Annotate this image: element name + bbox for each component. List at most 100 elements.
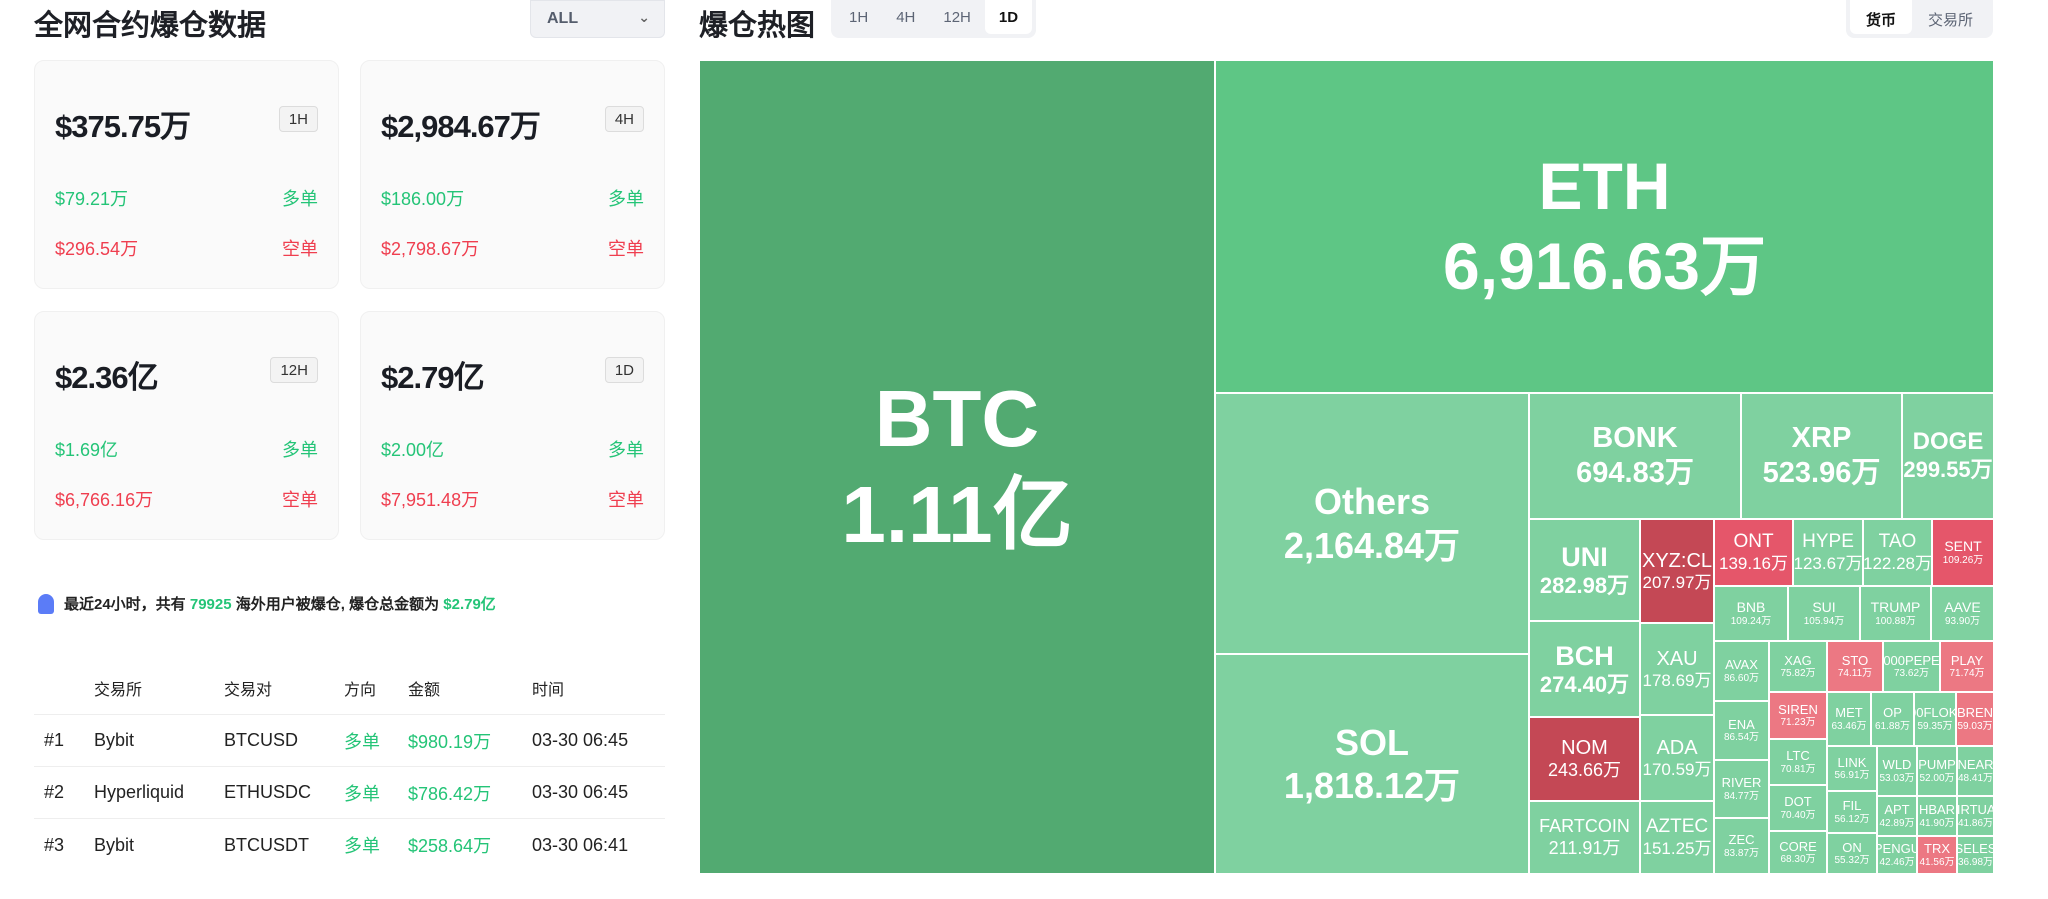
cell-name: XRP xyxy=(1791,422,1852,455)
heatmap-cell-pump[interactable]: PUMP 52.00万 xyxy=(1917,746,1957,796)
tab-1h[interactable]: 1H xyxy=(849,9,869,26)
heatmap-cell-play[interactable]: PLAY 71.74万 xyxy=(1940,641,1994,692)
cell-value: 53.03万 xyxy=(1879,772,1915,784)
heatmap-cell-xyzcl[interactable]: XYZ:CL 207.97万 xyxy=(1640,519,1714,623)
exchange-filter-dropdown[interactable]: ALL ⌄ xyxy=(530,0,665,38)
cell-name: HYPE xyxy=(1802,530,1854,552)
heatmap-cell-virtual[interactable]: VIRTUAL41.86万 xyxy=(1957,796,1994,836)
cell: 多单 xyxy=(344,731,380,752)
tab-4h[interactable]: 4H xyxy=(896,9,916,26)
cell: $980.19万 xyxy=(408,731,492,752)
heatmap-cell-bren[interactable]: BREN 59.03万 xyxy=(1956,692,1994,746)
heatmap-cell-sol[interactable]: SOL 1,818.12万 xyxy=(1215,654,1529,874)
cell-name: BCH xyxy=(1555,640,1614,671)
cell-value: 151.25万 xyxy=(1642,838,1712,858)
heatmap-cell-ltc[interactable]: LTC 70.81万 xyxy=(1769,739,1827,785)
heatmap-cell-nom[interactable]: NOM 243.66万 xyxy=(1529,717,1640,801)
heatmap-cell-ada[interactable]: ADA 170.59万 xyxy=(1640,715,1714,801)
cell-name: FARTCOIN xyxy=(1539,815,1630,836)
heatmap-cell-ena[interactable]: ENA 86.54万 xyxy=(1714,701,1769,760)
tab-12h[interactable]: 12H xyxy=(943,9,971,26)
cell: 交易对 xyxy=(224,682,273,699)
heatmap-cell-hype[interactable]: HYPE 123.67万 xyxy=(1793,519,1863,586)
cell: $786.42万 xyxy=(408,783,492,804)
heatmap-cell-tao[interactable]: TAO 122.28万 xyxy=(1863,519,1932,586)
cell-value: 75.82万 xyxy=(1780,668,1816,680)
total-value: $2.79亿 xyxy=(381,360,485,395)
heatmap-cell-hbar[interactable]: HBAR 41.90万 xyxy=(1917,796,1957,836)
short-value: $7,951.48万 xyxy=(381,490,480,510)
cell-name: SENT xyxy=(1944,538,1982,555)
cell-value: 109.24万 xyxy=(1730,615,1772,627)
heatmap-cell-river[interactable]: RIVER 84.77万 xyxy=(1714,760,1769,818)
period-badge: 1D xyxy=(604,357,644,383)
view-tab-0[interactable]: 货币 xyxy=(1850,0,1913,34)
heatmap-cell-xrp[interactable]: XRP 523.96万 xyxy=(1741,393,1902,519)
cell-value: 123.67万 xyxy=(1793,553,1863,573)
cell-name: XAG xyxy=(1784,652,1812,668)
table-row[interactable]: #3 Bybit BTCUSDT 多单 $258.64万 03-30 06:41 xyxy=(34,819,665,871)
table-row[interactable]: #1 Bybit BTCUSD 多单 $980.19万 03-30 06:45 xyxy=(34,715,665,767)
heatmap-cell-zec[interactable]: ZEC 83.87万 xyxy=(1714,818,1769,874)
heatmap-cell-uni[interactable]: UNI 282.98万 xyxy=(1529,519,1640,621)
liquidation-card-1d: $2.79亿 1D $2.00亿 多单 $7,951.48万 空单 xyxy=(360,311,665,540)
short-value: $296.54万 xyxy=(55,239,139,259)
cell-value: 93.90万 xyxy=(1944,615,1981,627)
heatmap-cell-xau[interactable]: XAU 178.69万 xyxy=(1640,623,1714,715)
heatmap-cell-pengu[interactable]: PENGU42.46万 xyxy=(1877,836,1917,874)
heatmap-cell-fil[interactable]: FIL 56.12万 xyxy=(1827,791,1877,833)
cell-name: BNB xyxy=(1736,599,1766,616)
heatmap-cell-link[interactable]: LINK 56.91万 xyxy=(1827,746,1877,791)
heatmap-cell-seles[interactable]: SELES36.98万 xyxy=(1957,836,1994,874)
heatmap-cell-fartcoin[interactable]: FARTCOIN 211.91万 xyxy=(1529,801,1640,874)
short-value: $2,798.67万 xyxy=(381,239,480,259)
cell-name: SIREN xyxy=(1778,701,1818,717)
cell-name: AAVE xyxy=(1944,599,1981,616)
table-header: 交易所 交易对 方向 金额 时间 xyxy=(34,662,665,715)
heatmap-cell-core[interactable]: CORE 68.30万 xyxy=(1769,831,1827,874)
heatmap-cell-sent[interactable]: SENT 109.26万 xyxy=(1932,519,1994,586)
heatmap-cell-near[interactable]: NEAR 48.41万 xyxy=(1957,746,1994,796)
cell-value: 109.26万 xyxy=(1942,554,1984,566)
heatmap-cell-met[interactable]: MET 63.46万 xyxy=(1827,692,1871,746)
tab-1d[interactable]: 1D xyxy=(984,0,1033,34)
heatmap-cell-xag[interactable]: XAG 75.82万 xyxy=(1769,641,1827,692)
cell-value: 523.96万 xyxy=(1762,457,1881,489)
heatmap-cell-aave[interactable]: AAVE 93.90万 xyxy=(1931,586,1994,641)
view-toggle: 货币 交易所 xyxy=(1846,0,1994,38)
heatmap-cell-aztec[interactable]: AZTEC 151.25万 xyxy=(1640,801,1714,874)
long-value: $79.21万 xyxy=(55,189,129,209)
heatmap-cell-siren[interactable]: SIREN 71.23万 xyxy=(1769,692,1827,739)
heatmap-cell-bch[interactable]: BCH 274.40万 xyxy=(1529,621,1640,717)
cell-value: 243.66万 xyxy=(1547,760,1622,781)
view-tab-1[interactable]: 交易所 xyxy=(1928,12,1974,29)
heatmap-cell-ont[interactable]: ONT 139.16万 xyxy=(1714,519,1793,586)
heatmap-cell-bnb[interactable]: BNB 109.24万 xyxy=(1714,586,1788,641)
heatmap-cell-btc[interactable]: BTC 1.11亿 xyxy=(699,60,1215,874)
heatmap-cell-trx[interactable]: TRX 41.56万 xyxy=(1917,836,1957,874)
cell-name: UNI xyxy=(1561,541,1608,572)
heatmap-cell-dot[interactable]: DOT 70.40万 xyxy=(1769,785,1827,831)
table-row[interactable]: #2 Hyperliquid ETHUSDC 多单 $786.42万 03-30 06:4… xyxy=(34,767,665,819)
heatmap-cell-op[interactable]: OP 61.88万 xyxy=(1871,692,1914,746)
period-badge: 4H xyxy=(604,106,644,132)
heatmap-cell-sui[interactable]: SUI 105.94万 xyxy=(1788,586,1860,641)
heatmap-cell-wld[interactable]: WLD 53.03万 xyxy=(1877,746,1917,796)
heatmap-cell-on[interactable]: ON 55.32万 xyxy=(1827,833,1877,874)
cell-value: 211.91万 xyxy=(1548,837,1621,858)
heatmap-cell-000pepe[interactable]: 000PEPE 73.62万 xyxy=(1883,641,1940,692)
heatmap-cell-bonk[interactable]: BONK 694.83万 xyxy=(1529,393,1741,519)
heatmap-cell-apt[interactable]: APT 42.89万 xyxy=(1877,796,1917,836)
cell-name: DOT xyxy=(1784,794,1812,810)
cell-value: 55.32万 xyxy=(1834,855,1870,867)
heatmap-cell-avax[interactable]: AVAX 86.60万 xyxy=(1714,641,1769,701)
long-label: 多单 xyxy=(608,189,644,209)
heatmap-cell-eth[interactable]: ETH 6,916.63万 xyxy=(1215,60,1994,393)
cell-name: NEAR xyxy=(1957,757,1994,773)
heatmap-cell-doge[interactable]: DOGE 299.55万 xyxy=(1902,393,1994,519)
heatmap-cell-others[interactable]: Others 2,164.84万 xyxy=(1215,393,1529,654)
heatmap-cell-sto[interactable]: STO 74.11万 xyxy=(1827,641,1883,692)
cell: #3 xyxy=(44,834,65,855)
heatmap-cell-trump[interactable]: TRUMP 100.88万 xyxy=(1860,586,1931,641)
heatmap-cell-00floki[interactable]: 00FLOKI59.35万 xyxy=(1914,692,1956,746)
